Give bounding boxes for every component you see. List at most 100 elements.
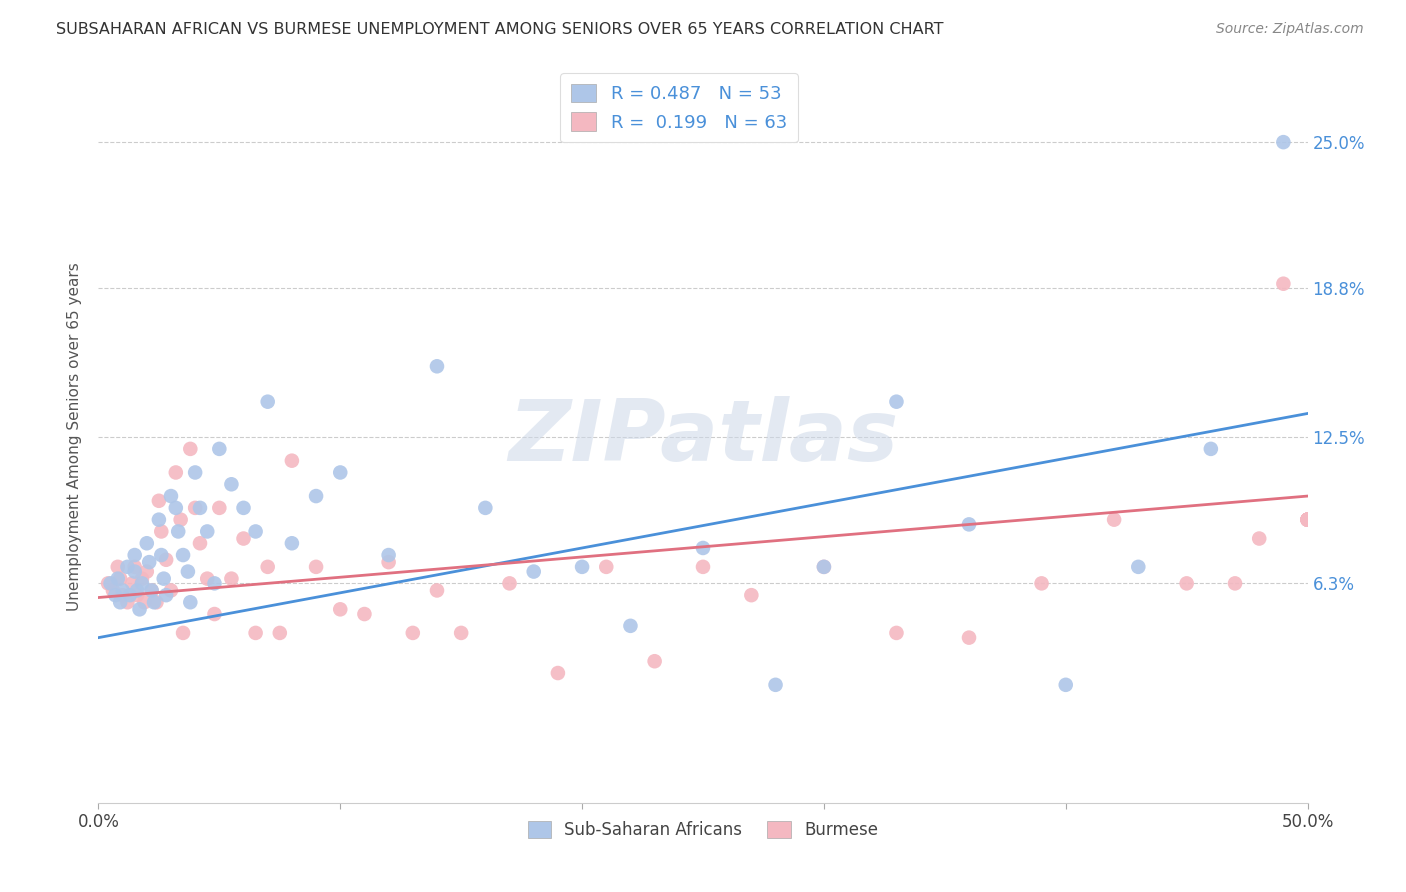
Point [1296,513,1319,527]
Point [450,626,472,640]
Point [107,572,129,586]
Point [221,572,243,586]
Point [1296,513,1319,527]
Point [172,548,194,562]
Point [256,559,278,574]
Point [595,559,617,574]
Point [117,559,139,574]
Point [184,500,207,515]
Point [957,517,980,532]
Point [184,466,207,480]
Point [155,588,177,602]
Point [1296,513,1319,527]
Point [124,565,146,579]
Point [155,553,177,567]
Point [165,466,187,480]
Point [269,626,291,640]
Point [1175,576,1198,591]
Point [167,524,190,539]
Point [886,626,908,640]
Point [177,565,200,579]
Point [127,583,149,598]
Point [740,588,762,602]
Point [232,532,254,546]
Point [179,442,201,456]
Point [692,559,714,574]
Point [474,500,496,515]
Point [1296,513,1319,527]
Point [141,583,163,598]
Point [100,576,122,591]
Point [138,555,160,569]
Point [111,583,134,598]
Point [118,588,141,602]
Point [172,626,194,640]
Point [232,500,254,515]
Point [195,524,218,539]
Point [353,607,375,621]
Point [644,654,666,668]
Point [1249,532,1271,546]
Y-axis label: Unemployment Among Seniors over 65 years: Unemployment Among Seniors over 65 years [67,263,83,611]
Point [127,588,149,602]
Point [957,631,980,645]
Point [1128,559,1150,574]
Point [1296,513,1319,527]
Point [813,559,835,574]
Point [523,565,546,579]
Point [121,576,143,591]
Point [765,678,787,692]
Point [1296,513,1319,527]
Point [160,583,183,598]
Point [208,442,231,456]
Point [208,500,231,515]
Point [886,394,908,409]
Point [141,583,163,598]
Point [1223,576,1246,591]
Point [145,595,167,609]
Point [179,595,201,609]
Point [204,607,226,621]
Point [221,477,243,491]
Point [619,619,641,633]
Point [101,583,124,598]
Point [131,572,153,586]
Point [135,536,157,550]
Point [104,588,127,602]
Point [165,500,187,515]
Point [377,555,399,569]
Point [124,548,146,562]
Point [245,626,267,640]
Point [329,602,352,616]
Point [148,513,170,527]
Point [152,572,174,586]
Point [692,541,714,555]
Point [124,559,146,574]
Text: SUBSAHARAN AFRICAN VS BURMESE UNEMPLOYMENT AMONG SENIORS OVER 65 YEARS CORRELATI: SUBSAHARAN AFRICAN VS BURMESE UNEMPLOYME… [56,22,943,37]
Point [281,536,304,550]
Point [426,359,449,374]
Point [131,576,153,591]
Point [111,588,134,602]
Point [135,565,157,579]
Point [204,576,226,591]
Point [1199,442,1222,456]
Point [1296,513,1319,527]
Point [329,466,352,480]
Point [117,595,139,609]
Point [1296,513,1319,527]
Point [108,595,131,609]
Point [1054,678,1077,692]
Point [245,524,267,539]
Text: Source: ZipAtlas.com: Source: ZipAtlas.com [1216,22,1364,37]
Point [143,595,166,609]
Point [426,583,449,598]
Point [813,559,835,574]
Point [188,536,211,550]
Point [150,548,173,562]
Point [377,548,399,562]
Point [281,453,304,467]
Point [195,572,218,586]
Point [547,666,569,681]
Point [305,489,328,503]
